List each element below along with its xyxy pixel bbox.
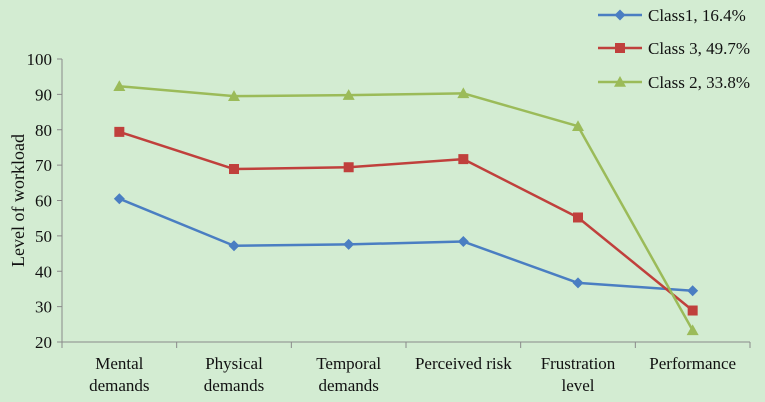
y-tick-label: 30 bbox=[35, 298, 52, 317]
x-tick-label-line: Performance bbox=[649, 354, 736, 373]
y-tick-label: 70 bbox=[35, 156, 52, 175]
data-point bbox=[687, 285, 699, 297]
data-point bbox=[113, 80, 126, 92]
data-point bbox=[342, 89, 355, 100]
data-point bbox=[228, 240, 240, 252]
x-tick-label-line: Perceived risk bbox=[415, 354, 512, 373]
y-tick-label: 40 bbox=[35, 262, 52, 281]
series-line bbox=[118, 130, 694, 312]
data-point bbox=[343, 238, 355, 250]
data-point bbox=[457, 87, 470, 99]
y-tick-label: 60 bbox=[35, 192, 52, 211]
x-tick-label-line: Frustration bbox=[541, 354, 616, 373]
legend-label: Class 2, 33.8% bbox=[648, 73, 750, 92]
series-line bbox=[118, 197, 693, 292]
x-tick-label-line: demands bbox=[204, 376, 264, 395]
legend-label: Class 3, 49.7% bbox=[648, 39, 750, 58]
legend-marker bbox=[614, 9, 626, 21]
x-tick-label-line: demands bbox=[318, 376, 378, 395]
y-tick-label: 80 bbox=[35, 121, 52, 140]
legend-marker bbox=[615, 43, 625, 53]
data-point bbox=[686, 324, 699, 336]
data-point bbox=[228, 90, 240, 101]
legend-item: Class 3, 49.7% bbox=[598, 39, 750, 58]
data-point bbox=[343, 162, 354, 173]
x-tick-label: Perceived risk bbox=[415, 354, 512, 373]
legend: Class1, 16.4% Class 3, 49.7% Class 2, 33.8… bbox=[598, 6, 750, 92]
data-point bbox=[229, 164, 239, 175]
x-tick-label-line: level bbox=[561, 376, 594, 395]
y-tick-label: 100 bbox=[27, 50, 53, 69]
data-point bbox=[113, 193, 125, 205]
x-tick-label: Temporal demands bbox=[316, 354, 381, 395]
x-tick-label-line: Physical bbox=[205, 354, 263, 373]
legend-item: Class1, 16.4% bbox=[598, 6, 746, 25]
data-point bbox=[457, 236, 469, 248]
x-tick-label: Performance bbox=[649, 354, 736, 373]
x-tick-label-line: Temporal bbox=[316, 354, 381, 373]
x-tick-label: Frustration level bbox=[541, 354, 616, 395]
series-3 bbox=[113, 80, 699, 336]
x-tick-label: Physical demands bbox=[204, 354, 264, 395]
data-point bbox=[573, 212, 583, 223]
legend-item: Class 2, 33.8% bbox=[598, 73, 750, 92]
data-point bbox=[572, 277, 584, 289]
data-point bbox=[572, 120, 584, 132]
legend-label: Class1, 16.4% bbox=[648, 6, 746, 25]
y-tick-label: 50 bbox=[35, 227, 52, 246]
series-layer bbox=[113, 80, 699, 336]
data-point bbox=[687, 305, 698, 316]
data-point bbox=[458, 154, 469, 165]
series-1 bbox=[113, 193, 699, 297]
series-line bbox=[119, 84, 694, 331]
y-axis-title: Level of workload bbox=[8, 134, 28, 267]
x-tick-label-line: Mental bbox=[95, 354, 143, 373]
x-tick-label: Mental demands bbox=[89, 354, 149, 395]
y-tick-label: 20 bbox=[35, 333, 52, 352]
legend-marker bbox=[614, 76, 626, 87]
series-2 bbox=[114, 126, 698, 316]
x-tick-label-line: demands bbox=[89, 376, 149, 395]
data-point bbox=[114, 126, 125, 137]
y-tick-label: 90 bbox=[35, 85, 52, 104]
